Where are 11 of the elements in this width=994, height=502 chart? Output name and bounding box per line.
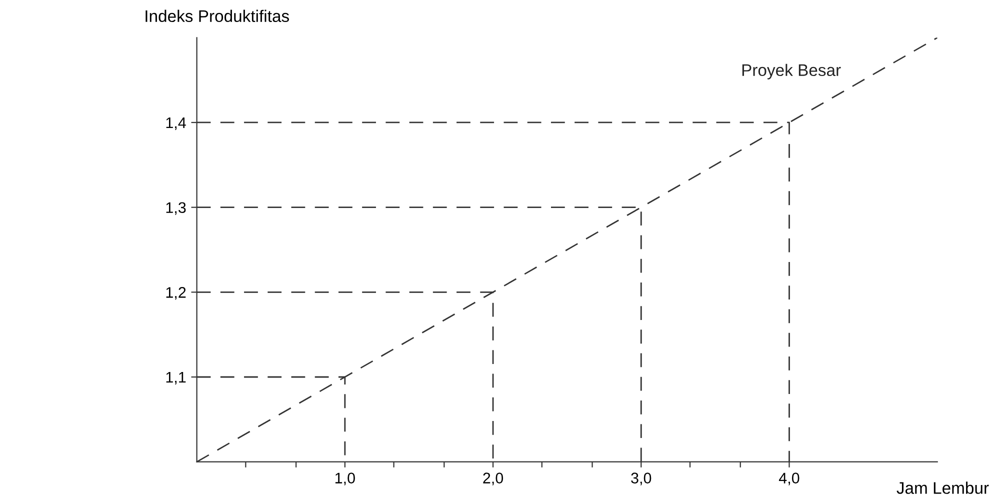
y-tick-label: 1,3: [166, 202, 186, 215]
x-tick-label: 2,0: [483, 472, 504, 486]
y-tick-label: 1,4: [166, 118, 186, 130]
y-tick-label: 1,1: [166, 372, 186, 384]
series-label: Proyek Besar: [742, 64, 841, 80]
y-axis-title: Indeks Produktifitas: [146, 10, 289, 22]
x-axis-title: Jam Lembur: [896, 482, 989, 494]
x-tick-label: 1,0: [335, 472, 355, 486]
y-tick-label: 1,2: [166, 287, 186, 300]
x-tick-label: 3,0: [631, 472, 652, 486]
x-tick-label: 4,0: [778, 472, 800, 486]
